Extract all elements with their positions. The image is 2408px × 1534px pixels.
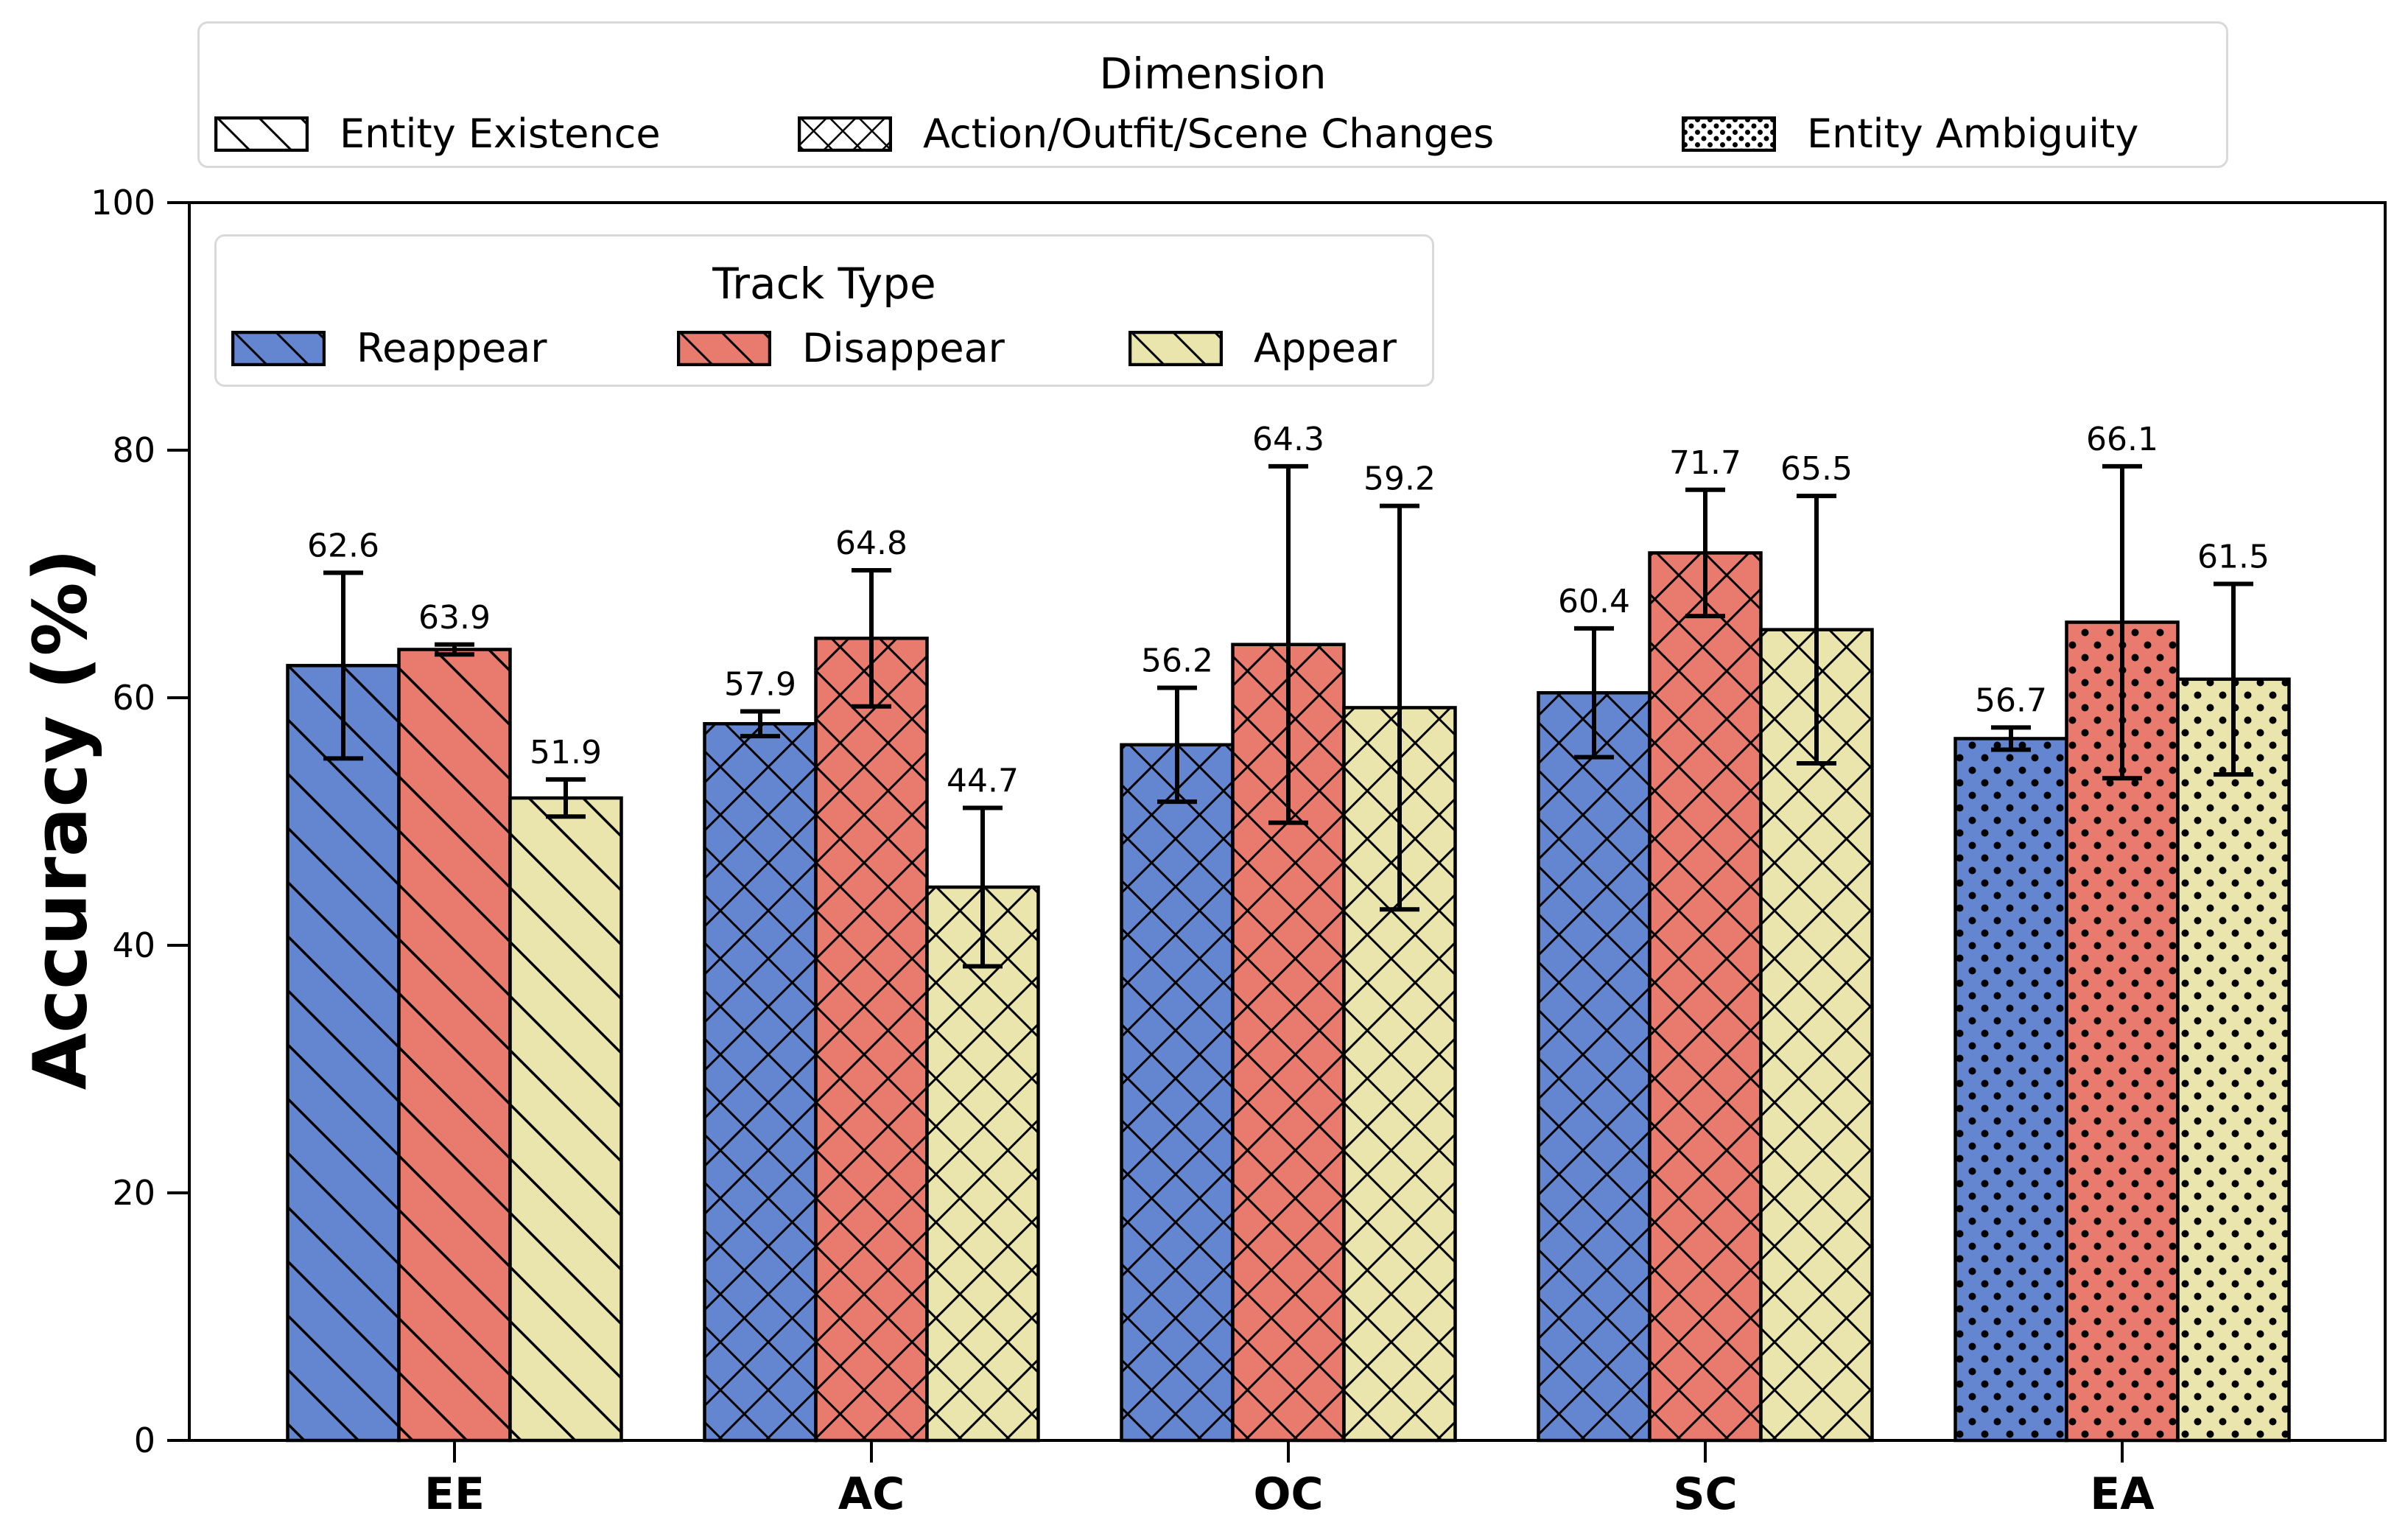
legend-entry-appear: Appear [1128, 325, 1397, 371]
bar-hatch [704, 724, 816, 1440]
bar-value-label: 59.2 [1363, 460, 1436, 498]
dots-hatch-swatch-icon [1682, 116, 1776, 152]
bar-hatch [815, 638, 927, 1440]
y-tick-label: 60 [112, 678, 155, 718]
legend-entry-entity-existence: Entity Existence [214, 111, 661, 157]
bar-hatch [1649, 553, 1761, 1441]
bar-value-label: 66.1 [2086, 421, 2158, 458]
y-tick-label: 100 [91, 183, 155, 223]
dimension-legend-title: Dimension [1099, 49, 1327, 99]
bar-hatch [1121, 744, 1233, 1440]
bar-value-label: 60.4 [1558, 583, 1630, 620]
bar-value-label: 57.9 [724, 665, 796, 703]
bar-hatch [1955, 738, 2067, 1440]
appear-swatch-icon [1128, 330, 1223, 366]
legend-label: Entity Existence [340, 111, 661, 157]
legend-label: Action/Outfit/Scene Changes [923, 111, 1495, 157]
dimension-legend: Dimension Entity Existence Action/Outfit… [197, 21, 2228, 168]
bar-value-label: 64.3 [1252, 421, 1324, 458]
x-tick-label: AC [838, 1468, 905, 1520]
y-axis-label: Accuracy (%) [17, 548, 104, 1090]
y-tick-label: 40 [112, 925, 155, 965]
legend-label: Entity Ambiguity [1807, 111, 2139, 157]
bar-value-label: 64.8 [835, 525, 908, 562]
bar-value-label: 71.7 [1669, 444, 1741, 482]
bar-hatch [399, 649, 510, 1440]
bar-hatch [1538, 693, 1650, 1440]
x-tick-label: EE [424, 1468, 485, 1520]
bar-hatch [2177, 679, 2289, 1440]
bar-value-label: 51.9 [530, 734, 602, 771]
legend-label: Appear [1254, 325, 1397, 371]
legend-entry-disappear: Disappear [677, 325, 1005, 371]
track-type-legend: Track Type Reappear Disappear Appe [214, 234, 1434, 387]
legend-entry-reappear: Reappear [231, 325, 547, 371]
bar-value-label: 56.2 [1141, 642, 1213, 680]
x-tick-label: SC [1673, 1468, 1737, 1520]
cross-hatch-swatch-icon [798, 116, 892, 152]
x-tick-label: EA [2090, 1468, 2155, 1520]
legend-entry-action-outfit-scene: Action/Outfit/Scene Changes [798, 111, 1494, 157]
y-tick-label: 20 [112, 1173, 155, 1213]
legend-label: Reappear [357, 325, 547, 371]
y-tick-label: 80 [112, 430, 155, 470]
bar-value-label: 65.5 [1780, 450, 1853, 488]
bar-value-label: 63.9 [418, 599, 491, 637]
reappear-swatch-icon [231, 330, 326, 366]
track-type-legend-title: Track Type [712, 259, 936, 309]
bar-value-label: 56.7 [1975, 682, 2047, 719]
legend-entry-entity-ambiguity: Entity Ambiguity [1682, 111, 2138, 157]
bar-hatch [287, 665, 399, 1440]
x-tick-label: OC [1253, 1468, 1323, 1520]
y-tick-label: 0 [134, 1421, 155, 1460]
bar-hatch [927, 887, 1039, 1440]
diagonal-hatch-swatch-icon [214, 116, 309, 152]
disappear-swatch-icon [677, 330, 771, 366]
bar-value-label: 61.5 [2197, 538, 2270, 575]
legend-label: Disappear [802, 325, 1005, 371]
bar-hatch [510, 798, 622, 1440]
bar-value-label: 62.6 [307, 527, 379, 564]
bar-value-label: 44.7 [947, 763, 1019, 800]
